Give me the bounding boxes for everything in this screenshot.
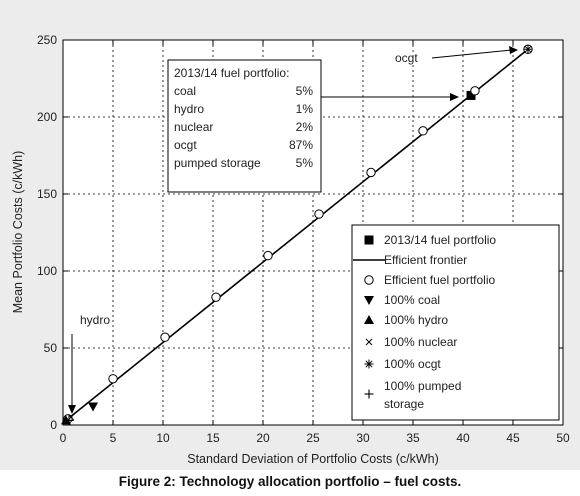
portfolio-row-hydro-value: 1% — [296, 102, 314, 116]
point-efficient-fuel-portfolio — [263, 250, 273, 261]
x-tick-label: 20 — [256, 431, 270, 445]
point-efficient-fuel-portfolio — [418, 126, 428, 136]
chart-svg: 0 5 10 15 20 25 30 35 40 45 50 0 50 100 150 200 250 Stan… — [11, 33, 570, 466]
legend-frame — [351, 224, 560, 421]
hydro-annotation: hydro — [68, 313, 110, 414]
y-tick-label: 0 — [50, 418, 57, 432]
data-marks — [61, 44, 533, 425]
legend: 2013/14 fuel portfolio Efficient frontie… — [351, 224, 560, 421]
x-tick-label: 40 — [456, 431, 470, 445]
x-tick-label: 50 — [556, 431, 570, 445]
y-tick-label: 250 — [37, 33, 57, 47]
point-2013-14-fuel-portfolio — [466, 90, 476, 100]
legend-label-2013-portfolio: 2013/14 fuel portfolio — [384, 233, 496, 247]
point-100-ocgt-stroke — [524, 45, 532, 53]
legend-label-hydro: 100% hydro — [384, 313, 448, 327]
portfolio-box-title: 2013/14 fuel portfolio: — [174, 66, 289, 80]
y-tick-label: 150 — [37, 187, 57, 201]
x-tick-label: 35 — [406, 431, 420, 445]
point-efficient-fuel-portfolio — [108, 374, 118, 384]
legend-label-nuclear: 100% nuclear — [384, 335, 457, 349]
legend-marker-x-stroke — [365, 338, 373, 346]
point-100-coal — [88, 402, 98, 412]
y-tick-label: 50 — [44, 341, 58, 355]
ocgt-annotation: ocgt — [395, 46, 518, 65]
legend-marker-star — [364, 359, 374, 369]
point-efficient-fuel-portfolio — [160, 332, 170, 342]
legend-marker-triangle-down — [364, 296, 374, 305]
portfolio-row-pumped-label: pumped storage — [174, 156, 261, 170]
legend-label-pumped: 100% pumped — [384, 379, 461, 393]
y-tick-label: 200 — [37, 110, 57, 124]
portfolio-row-ocgt-label: ocgt — [174, 138, 197, 152]
x-tick-label: 25 — [306, 431, 320, 445]
x-tick-label: 5 — [110, 431, 117, 445]
portfolio-box-frame — [167, 59, 322, 193]
x-axis-label: Standard Deviation of Portfolio Costs (c… — [187, 452, 439, 466]
x-tick-label: 30 — [356, 431, 370, 445]
ocgt-arrow — [431, 49, 513, 59]
x-tick-label: 15 — [206, 431, 220, 445]
legend-marker-plus — [364, 389, 374, 399]
efficient-frontier — [65, 48, 529, 422]
point-100-ocgt — [523, 44, 533, 54]
x-tick-label: 0 — [60, 431, 67, 445]
point-efficient-fuel-portfolio — [366, 167, 376, 178]
x-tick-label: 45 — [506, 431, 520, 445]
portfolio-row-pumped-value: 5% — [296, 156, 314, 170]
legend-markers — [353, 235, 385, 399]
point-100-pumped-storage — [64, 415, 74, 425]
ocgt-label: ocgt — [395, 51, 418, 65]
legend-marker-star-stroke — [365, 360, 373, 368]
figure-caption: Figure 2: Technology allocation portfoli… — [118, 474, 462, 489]
y-axis-label: Mean Portfolio Costs (c/kWh) — [11, 151, 25, 314]
legend-marker-circle — [364, 275, 374, 285]
frontier-line — [65, 48, 529, 422]
portfolio-row-nuclear-value: 2% — [296, 120, 314, 134]
portfolio-annotation-box: 2013/14 fuel portfolio: coal 5% hydro 1%… — [167, 59, 459, 193]
hydro-label: hydro — [80, 313, 110, 327]
point-efficient-fuel-portfolio — [211, 292, 221, 302]
legend-label-coal: 100% coal — [384, 293, 440, 307]
portfolio-row-nuclear-label: nuclear — [174, 120, 213, 134]
legend-label-pumped-line2: storage — [384, 397, 424, 411]
legend-label-efficient-frontier: Efficient frontier — [384, 253, 467, 267]
legend-marker-square — [364, 235, 374, 245]
x-tick-label: 10 — [156, 431, 170, 445]
ocgt-arrowhead — [509, 46, 518, 54]
point-efficient-fuel-portfolio — [314, 209, 324, 219]
point-efficient-fuel-portfolio — [470, 86, 480, 96]
legend-label-efficient-portfolio: Efficient fuel portfolio — [384, 273, 496, 287]
legend-label-ocgt: 100% ocgt — [384, 357, 441, 371]
portfolio-row-coal-value: 5% — [296, 84, 314, 98]
legend-marker-triangle-up — [364, 315, 374, 324]
legend-marker-x — [365, 338, 373, 346]
portfolio-arrowhead — [450, 93, 459, 101]
hydro-arrowhead — [68, 405, 76, 414]
portfolio-row-coal-label: coal — [174, 84, 196, 98]
portfolio-row-hydro-label: hydro — [174, 102, 204, 116]
axis-ticks: 0 5 10 15 20 25 30 35 40 45 50 0 50 100 150 200 250 — [37, 33, 570, 445]
portfolio-row-ocgt-value: 87% — [289, 138, 313, 152]
y-tick-label: 100 — [37, 264, 57, 278]
chart-figure: 0 5 10 15 20 25 30 35 40 45 50 0 50 100 150 200 250 Stan… — [0, 0, 580, 470]
